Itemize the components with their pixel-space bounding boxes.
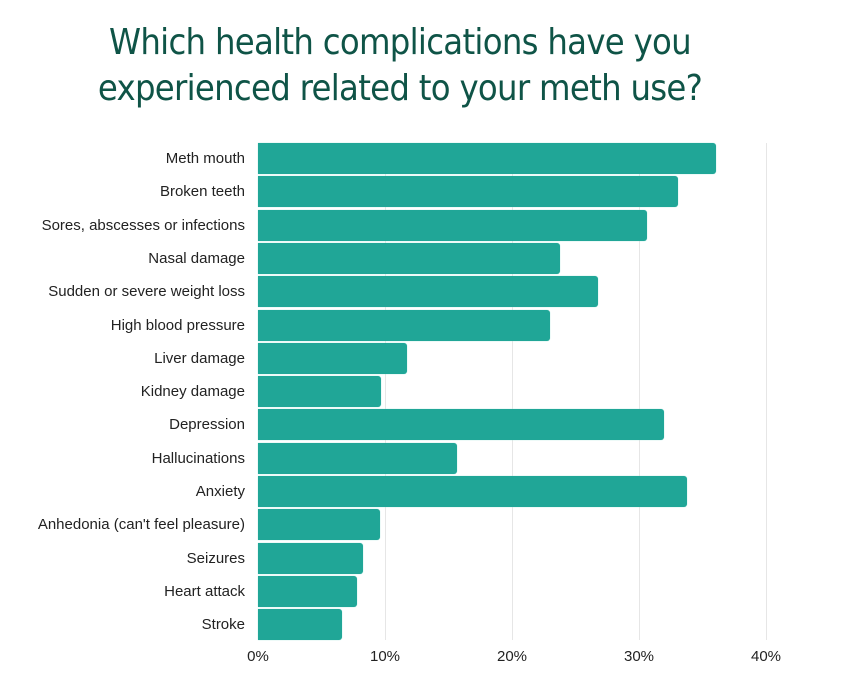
bar-row	[258, 209, 766, 241]
bar[interactable]	[258, 176, 679, 208]
bar-row	[258, 542, 766, 574]
category-label: Meth mouth	[165, 150, 245, 167]
bar-row	[258, 476, 766, 507]
gridline	[512, 143, 513, 640]
category-label: Anhedonia (can't feel pleasure)	[37, 516, 245, 534]
x-tick-label: 10%	[369, 648, 401, 665]
bar-row	[258, 276, 766, 308]
category-label: Broken teeth	[159, 183, 245, 201]
category-label: Seizures	[186, 549, 245, 567]
bar-row	[258, 309, 766, 341]
bar[interactable]	[258, 242, 561, 274]
bar-row	[258, 242, 766, 274]
chart-title-line-1: Which health complications have you	[109, 22, 692, 63]
category-label: Hallucinations	[151, 449, 245, 467]
bar-row	[258, 342, 766, 374]
bar-row	[258, 143, 766, 174]
bar-row	[258, 442, 766, 474]
category-label: Sudden or severe weight loss	[48, 283, 245, 301]
bar-row	[258, 409, 766, 441]
category-label: Sores, abscesses or infections	[41, 216, 245, 234]
category-label: Kidney damage	[140, 383, 245, 401]
category-label: Anxiety	[195, 483, 245, 500]
category-label: Nasal damage	[148, 249, 245, 267]
bar[interactable]	[258, 376, 382, 408]
plot-area	[258, 143, 767, 641]
category-label: Stroke	[201, 616, 245, 634]
x-tick-label: 0%	[247, 648, 269, 665]
bar-row	[258, 509, 766, 541]
x-tick-label: 40%	[750, 648, 782, 665]
chart-title-line-2: experienced related to your meth use?	[97, 68, 703, 109]
bar[interactable]	[258, 143, 717, 174]
bar[interactable]	[258, 309, 551, 341]
bar[interactable]	[258, 276, 599, 308]
bar[interactable]	[258, 476, 688, 507]
bar[interactable]	[258, 575, 358, 607]
gridline	[766, 143, 767, 640]
bar[interactable]	[258, 342, 407, 374]
category-label: High blood pressure	[110, 316, 245, 334]
x-tick-label: 30%	[623, 648, 655, 665]
bar[interactable]	[258, 409, 665, 441]
bar-row	[258, 575, 766, 607]
gridline	[639, 143, 640, 640]
chart-title: Which health complications have you expe…	[40, 20, 760, 112]
category-label: Liver damage	[154, 349, 245, 367]
gridline	[385, 143, 386, 640]
category-label: Depression	[169, 416, 245, 434]
bar-row	[258, 176, 766, 208]
bar[interactable]	[258, 442, 458, 474]
x-tick-label: 20%	[496, 648, 528, 665]
bar[interactable]	[258, 509, 380, 541]
bar-row	[258, 609, 766, 641]
bar[interactable]	[258, 542, 364, 574]
bar[interactable]	[258, 209, 647, 241]
bar[interactable]	[258, 609, 342, 641]
category-label: Heart attack	[164, 582, 245, 600]
bar-row	[258, 376, 766, 408]
